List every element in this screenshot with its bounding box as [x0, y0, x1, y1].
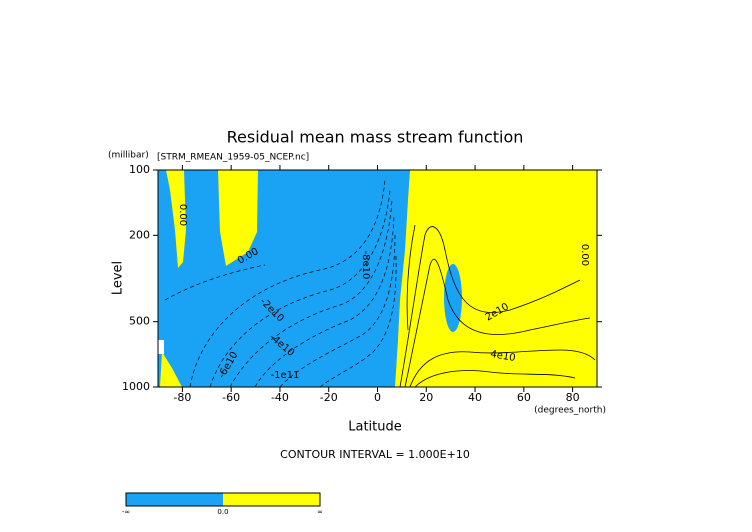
- contour-interval: CONTOUR INTERVAL = 1.000E+10: [280, 448, 470, 461]
- y-tick-label: 1000: [122, 380, 150, 393]
- y-axis-label: Level: [111, 261, 126, 295]
- positive-region: [395, 170, 597, 387]
- positive-region: [166, 170, 186, 268]
- x-tick-label: 60: [517, 391, 531, 404]
- contour-line: [406, 224, 416, 331]
- colorbar-label: -∞: [122, 508, 130, 516]
- x-tick-label: -40: [271, 391, 289, 404]
- contour-line: [399, 226, 581, 388]
- contour-line: [404, 258, 591, 388]
- positive-region: [160, 352, 182, 387]
- contour-line: [279, 234, 396, 388]
- contour-field: [158, 170, 597, 388]
- missing-region: [158, 340, 164, 354]
- chart-title: Residual mean mass stream function: [227, 128, 524, 147]
- colorbar-swatch: [126, 493, 223, 506]
- x-tick-label: 40: [468, 391, 482, 404]
- x-tick-label: -80: [173, 391, 191, 404]
- negative-region: [444, 264, 462, 332]
- contour-label: 4e10: [490, 349, 517, 364]
- positive-contours: [399, 224, 596, 388]
- contour-line: [164, 264, 266, 301]
- contour-line: [414, 370, 576, 388]
- y-tick-label: 500: [129, 315, 150, 328]
- y-tick-label: 200: [129, 228, 150, 241]
- contour-line: [189, 179, 386, 388]
- x-tick-label: 0: [374, 391, 381, 404]
- x-tick-label: -20: [320, 391, 338, 404]
- colorbar-frame: [125, 492, 321, 507]
- contour-label: -8e10: [360, 251, 371, 280]
- colorbar: -∞ 0.0 ∞: [122, 492, 323, 516]
- y-units: (millibar): [108, 151, 149, 161]
- contour-line: [319, 254, 397, 388]
- x-units: (degrees_north): [534, 406, 606, 416]
- positive-region: [218, 170, 258, 266]
- colorbar-label: ∞: [317, 508, 323, 516]
- colorbar-label: 0.0: [217, 508, 228, 516]
- colorbar-swatch: [223, 493, 320, 506]
- x-tick-label: 80: [566, 391, 580, 404]
- subtitle: [STRM_RMEAN_1959-05_NCEP.nc]: [157, 153, 309, 163]
- negative-contours: [164, 179, 397, 388]
- contour-line: [229, 199, 393, 388]
- contour-label: -1e11: [271, 370, 300, 381]
- contour-line: [409, 349, 596, 388]
- y-tick-label: 100: [129, 163, 150, 176]
- x-axis-label: Latitude: [348, 420, 402, 435]
- x-tick-label: -60: [222, 391, 240, 404]
- contour-line: [209, 189, 391, 388]
- contour-label: 0.00: [177, 204, 188, 226]
- contour-label: 0.00: [579, 244, 590, 266]
- x-tick-label: 20: [419, 391, 433, 404]
